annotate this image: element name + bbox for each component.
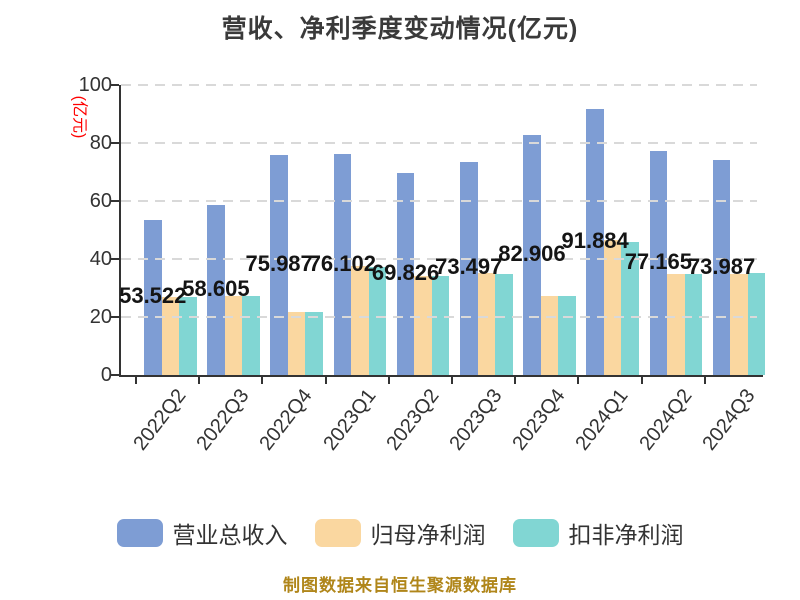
bar-营业总收入-2024Q3 (712, 160, 731, 375)
x-axis-spine (119, 375, 763, 377)
y-axis-tick-label: 60 (89, 190, 112, 212)
bar-扣非净利润-2022Q4 (305, 311, 323, 375)
bar-归母净利润-2024Q2 (667, 274, 685, 375)
bar-扣非净利润-2023Q3 (495, 274, 513, 375)
grid-line (121, 84, 757, 86)
bar-营业总收入-2023Q1 (333, 154, 352, 375)
y-axis-tick-label: 40 (89, 248, 112, 270)
bar-营业总收入-2024Q1 (586, 108, 604, 375)
x-tick (261, 377, 264, 384)
x-axis-label: 2024Q1 (571, 385, 633, 455)
value-label: 53.522 (119, 283, 187, 309)
y-axis-tick-label: 20 (89, 306, 112, 328)
grid-line (121, 200, 757, 202)
value-label: 91.884 (561, 227, 629, 253)
x-axis-label: 2022Q4 (255, 385, 317, 455)
y-tick (111, 200, 119, 202)
x-tick (451, 377, 453, 384)
bar-营业总收入-2024Q2 (649, 151, 668, 375)
bar-归母净利润-2022Q3 (224, 295, 243, 375)
x-axis-label: 2024Q2 (635, 385, 697, 455)
legend-swatch (512, 519, 559, 547)
bar-扣非净利润-2023Q4 (558, 295, 576, 375)
grid-line (121, 258, 757, 260)
value-label: 75.987 (245, 250, 313, 276)
grid-line (121, 142, 757, 144)
legend-item-扣非净利润: 扣非净利润 (512, 516, 684, 550)
y-axis-tick-label: 80 (89, 132, 112, 154)
legend-swatch (116, 519, 163, 547)
x-axis-label: 2023Q1 (319, 385, 381, 455)
x-tick (198, 377, 201, 384)
value-label: 73.497 (435, 254, 503, 280)
y-tick (111, 316, 119, 318)
x-axis-label: 2022Q3 (192, 385, 254, 455)
x-tick (577, 377, 580, 384)
x-tick (324, 377, 327, 384)
y-tick (111, 84, 119, 86)
bar-营业总收入-2023Q4 (523, 134, 541, 375)
bar-扣非净利润-2023Q1 (368, 267, 387, 375)
data-source-note: 制图数据来自恒生聚源数据库 (283, 576, 517, 595)
value-label: 76.102 (308, 250, 376, 276)
value-label: 73.987 (687, 253, 756, 279)
bar-营业总收入-2023Q2 (396, 172, 415, 375)
bar-扣非净利润-2024Q3 (747, 273, 766, 375)
plot-area: 53.522 58.605 69.826 73.497 73.987 75.987 76.1… (111, 84, 766, 455)
x-axis-label: 2023Q2 (382, 385, 444, 455)
chart-title: 营收、净利季度变动情况(亿元) (221, 15, 579, 43)
bar-扣非净利润-2024Q2 (684, 274, 703, 375)
x-axis-label: 2023Q3 (445, 385, 507, 455)
grid-line (121, 316, 757, 318)
bar-归母净利润-2022Q4 (287, 311, 306, 375)
legend-item-营业总收入: 营业总收入 (116, 516, 288, 550)
legend-label: 扣非净利润 (568, 522, 684, 548)
y-tick (111, 142, 119, 144)
bar-扣非净利润-2022Q3 (242, 295, 260, 375)
y-axis-tick-label: 0 (100, 364, 112, 386)
value-label: 58.605 (182, 276, 250, 302)
bar-归母净利润-2023Q4 (540, 295, 559, 375)
value-label: 77.165 (624, 249, 692, 275)
x-tick (703, 377, 706, 384)
y-axis-spine (119, 85, 121, 377)
y-axis-tick-label: 100 (78, 74, 112, 96)
value-label: 69.826 (371, 259, 440, 285)
x-axis-label: 2022Q2 (129, 385, 191, 455)
legend-item-归母净利润: 归母净利润 (314, 516, 486, 550)
bar-营业总收入-2022Q3 (207, 205, 225, 375)
bar-扣非净利润-2024Q1 (621, 241, 639, 375)
value-label: 82.906 (498, 240, 566, 266)
x-tick (514, 377, 517, 384)
bar-营业总收入-2023Q3 (460, 161, 478, 375)
bar-归母净利润-2024Q1 (603, 240, 622, 375)
legend-swatch (314, 519, 361, 547)
y-tick (111, 374, 119, 376)
x-tick (640, 377, 643, 384)
x-axis-label: 2024Q3 (698, 385, 760, 455)
legend-label: 营业总收入 (172, 522, 288, 548)
x-axis-label: 2023Q4 (508, 385, 570, 455)
bar-归母净利润-2023Q3 (477, 273, 495, 375)
bar-归母净利润-2023Q2 (414, 276, 432, 375)
bar-归母净利润-2024Q3 (730, 274, 748, 375)
bar-归母净利润-2023Q1 (351, 266, 369, 375)
bar-营业总收入-2022Q4 (270, 154, 288, 375)
x-tick (387, 377, 390, 384)
legend: 营业总收入 归母净利润 扣非净利润 (0, 516, 800, 550)
y-tick (111, 258, 119, 260)
legend-label: 归母净利润 (370, 522, 486, 548)
x-tick (135, 377, 137, 384)
bar-扣非净利润-2023Q2 (431, 276, 450, 375)
